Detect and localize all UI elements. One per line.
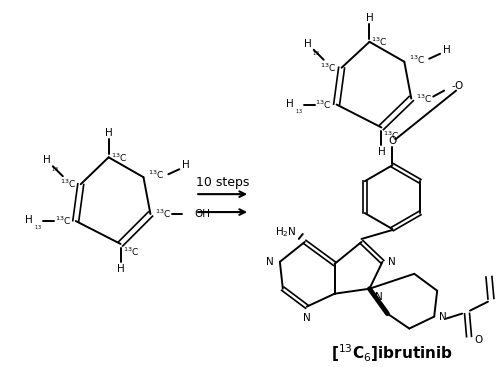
- Text: H: H: [304, 39, 312, 49]
- Text: H: H: [116, 264, 124, 274]
- Text: $^{13}$C: $^{13}$C: [320, 62, 336, 74]
- Text: H: H: [378, 147, 386, 157]
- Text: $^{13}$C: $^{13}$C: [148, 169, 164, 181]
- Text: OH: OH: [194, 209, 210, 219]
- Text: 10 steps: 10 steps: [196, 176, 250, 189]
- Text: $_{13}$: $_{13}$: [51, 166, 59, 174]
- Text: [$^{13}$C$_6$]ibrutinib: [$^{13}$C$_6$]ibrutinib: [332, 342, 454, 364]
- Text: -O: -O: [451, 81, 464, 91]
- Text: $_{13}$: $_{13}$: [295, 107, 302, 116]
- Text: $^{13}$C: $^{13}$C: [384, 130, 400, 142]
- Text: N: N: [303, 313, 310, 323]
- Text: H: H: [25, 215, 33, 225]
- Text: $^{13}$C: $^{13}$C: [410, 54, 426, 66]
- Text: H$_2$N: H$_2$N: [275, 225, 297, 239]
- Text: N: N: [388, 257, 396, 267]
- Text: H: H: [104, 128, 112, 138]
- Text: H: H: [182, 160, 190, 170]
- Text: O: O: [388, 137, 396, 146]
- Text: $^{13}$C: $^{13}$C: [110, 151, 127, 164]
- Text: H: H: [43, 155, 51, 165]
- Text: $^{13}$C: $^{13}$C: [316, 98, 332, 111]
- Text: H: H: [286, 99, 294, 109]
- Text: $^{13}$C: $^{13}$C: [416, 92, 432, 105]
- Text: O: O: [474, 334, 482, 345]
- Text: $^{13}$C: $^{13}$C: [122, 246, 138, 258]
- Text: $_{13}$: $_{13}$: [34, 224, 42, 232]
- Text: N: N: [266, 257, 274, 267]
- Text: $^{13}$C: $^{13}$C: [156, 208, 172, 220]
- Text: N: N: [376, 292, 383, 302]
- Text: $^{13}$C: $^{13}$C: [60, 178, 76, 190]
- Text: $_{13}$: $_{13}$: [312, 50, 320, 58]
- Text: H: H: [444, 45, 451, 55]
- Text: $^{13}$C: $^{13}$C: [54, 215, 71, 227]
- Text: $^{13}$C: $^{13}$C: [372, 36, 388, 48]
- Text: H: H: [366, 13, 374, 23]
- Text: N: N: [439, 312, 447, 321]
